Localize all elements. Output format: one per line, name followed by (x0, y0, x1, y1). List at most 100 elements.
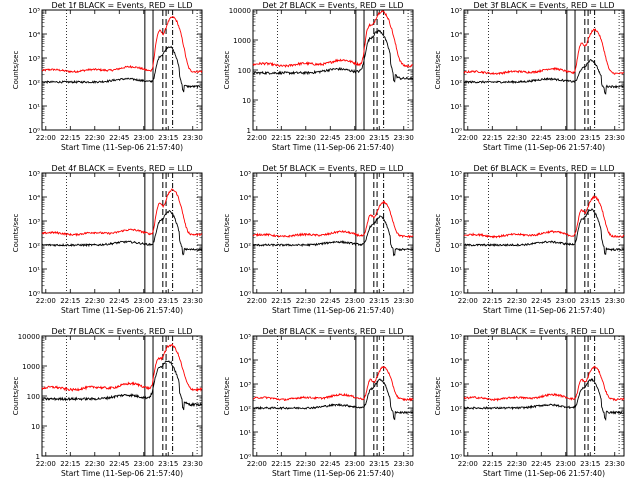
y-tick-label: 10⁵ (239, 333, 251, 341)
y-axis-label: Counts/sec (12, 377, 20, 416)
plot-frame (463, 335, 625, 457)
x-axis-label: Start Time (11-Sep-06 21:57:40) (272, 143, 394, 152)
x-tick-label: 23:15 (158, 460, 178, 468)
x-tick-label: 23:00 (134, 460, 154, 468)
y-tick-label: 10² (450, 79, 462, 87)
x-tick-label: 22:00 (36, 297, 56, 305)
plot-frame (252, 172, 414, 294)
x-tick-label: 22:00 (458, 460, 478, 468)
series-lld-line (41, 15, 203, 74)
x-tick-label: 22:00 (36, 460, 56, 468)
panel-title: Det 9f BLACK = Events, RED = LLD (473, 327, 614, 336)
x-tick-label: 22:45 (320, 134, 340, 142)
y-tick-label: 10⁰ (28, 127, 40, 135)
x-tick-label: 23:30 (394, 134, 414, 142)
series-events-line (252, 215, 414, 257)
series-lld-line (252, 365, 414, 402)
series-events-line (252, 29, 414, 83)
y-axis-label: Counts/sec (12, 51, 20, 90)
series-lld-line (463, 195, 625, 239)
x-tick-label: 23:15 (580, 460, 600, 468)
x-tick-label: 23:30 (605, 134, 625, 142)
x-tick-label: 23:30 (394, 297, 414, 305)
panel-title: Det 7f BLACK = Events, RED = LLD (51, 327, 192, 336)
series-lld-line (463, 365, 625, 402)
series-events-line (42, 210, 203, 256)
x-tick-label: 22:00 (36, 134, 56, 142)
y-tick-label: 10³ (28, 55, 40, 63)
y-tick-label: 10¹ (28, 103, 40, 111)
x-tick-label: 22:30 (85, 134, 105, 142)
panel-title: Det 3f BLACK = Events, RED = LLD (473, 1, 614, 10)
series-events-line (41, 45, 203, 93)
y-tick-label: 10⁰ (450, 290, 462, 298)
x-tick-label: 23:00 (345, 297, 365, 305)
y-tick-label: 10⁵ (28, 7, 40, 15)
y-tick-label: 10 (31, 423, 40, 431)
x-tick-label: 22:30 (296, 134, 316, 142)
y-tick-label: 10⁴ (450, 194, 462, 202)
panel-8: Det 8f BLACK = Events, RED = LLD 22:00 22:… (223, 327, 414, 478)
plot-frame (41, 9, 203, 131)
panel-9: Det 9f BLACK = Events, RED = LLD 22:00 22:… (434, 327, 625, 478)
y-tick-label: 10⁴ (239, 357, 251, 365)
panel-7: Det 7f BLACK = Events, RED = LLD 22:00 22:… (12, 327, 203, 478)
x-tick-label: 22:30 (507, 134, 527, 142)
x-axis-label: Start Time (11-Sep-06 21:57:40) (272, 306, 394, 315)
y-axis-label: Counts/sec (223, 51, 231, 90)
panel-title: Det 8f BLACK = Events, RED = LLD (262, 327, 403, 336)
series-lld-line (41, 343, 203, 393)
x-tick-label: 22:00 (247, 134, 267, 142)
panel-2: Det 2f BLACK = Events, RED = LLD 22:00 22:… (223, 1, 414, 152)
y-tick-label: 10² (450, 405, 462, 413)
x-axis-label: Start Time (11-Sep-06 21:57:40) (61, 306, 183, 315)
x-tick-label: 22:45 (531, 460, 551, 468)
y-axis-label: Counts/sec (434, 214, 442, 253)
x-axis-label: Start Time (11-Sep-06 21:57:40) (61, 469, 183, 478)
y-tick-label: 10⁵ (28, 170, 40, 178)
y-tick-label: 100 (238, 67, 251, 75)
x-tick-label: 23:00 (556, 134, 576, 142)
x-tick-label: 23:15 (369, 297, 389, 305)
x-tick-label: 22:45 (109, 297, 129, 305)
x-axis-label: Start Time (11-Sep-06 21:57:40) (483, 306, 605, 315)
x-tick-label: 23:30 (183, 297, 203, 305)
y-axis-label: Counts/sec (434, 377, 442, 416)
series-lld-line (463, 27, 625, 76)
x-tick-label: 22:45 (320, 460, 340, 468)
x-tick-label: 22:30 (85, 460, 105, 468)
x-tick-label: 22:00 (458, 297, 478, 305)
x-tick-label: 22:15 (271, 134, 291, 142)
y-tick-label: 100 (27, 393, 40, 401)
y-tick-label: 10¹ (28, 266, 40, 274)
y-axis-label: Counts/sec (12, 214, 20, 253)
x-tick-label: 22:15 (271, 460, 291, 468)
x-tick-label: 22:15 (60, 134, 80, 142)
x-tick-label: 22:00 (458, 134, 478, 142)
y-tick-label: 10⁴ (450, 31, 462, 39)
y-tick-label: 1 (247, 127, 251, 135)
panel-title: Det 5f BLACK = Events, RED = LLD (262, 164, 403, 173)
x-tick-label: 22:15 (60, 297, 80, 305)
x-tick-label: 23:15 (580, 297, 600, 305)
y-tick-label: 10³ (450, 55, 462, 63)
x-tick-label: 22:00 (247, 297, 267, 305)
y-tick-label: 10¹ (450, 103, 462, 111)
y-axis-label: Counts/sec (434, 51, 442, 90)
x-tick-label: 23:30 (605, 297, 625, 305)
series-events-line (463, 208, 625, 255)
panel-title: Det 1f BLACK = Events, RED = LLD (51, 1, 192, 10)
x-tick-label: 23:00 (556, 460, 576, 468)
y-tick-label: 1000 (233, 37, 251, 45)
panel-title: Det 6f BLACK = Events, RED = LLD (473, 164, 614, 173)
y-tick-label: 10² (450, 242, 462, 250)
y-tick-label: 10¹ (450, 429, 462, 437)
x-tick-label: 22:15 (60, 460, 80, 468)
series-lld-line (252, 200, 414, 239)
y-tick-label: 10⁰ (28, 290, 40, 298)
y-tick-label: 10¹ (450, 266, 462, 274)
y-tick-label: 10¹ (239, 266, 251, 274)
y-axis-label: Counts/sec (223, 377, 231, 416)
x-tick-label: 23:00 (556, 297, 576, 305)
x-tick-label: 23:30 (394, 460, 414, 468)
